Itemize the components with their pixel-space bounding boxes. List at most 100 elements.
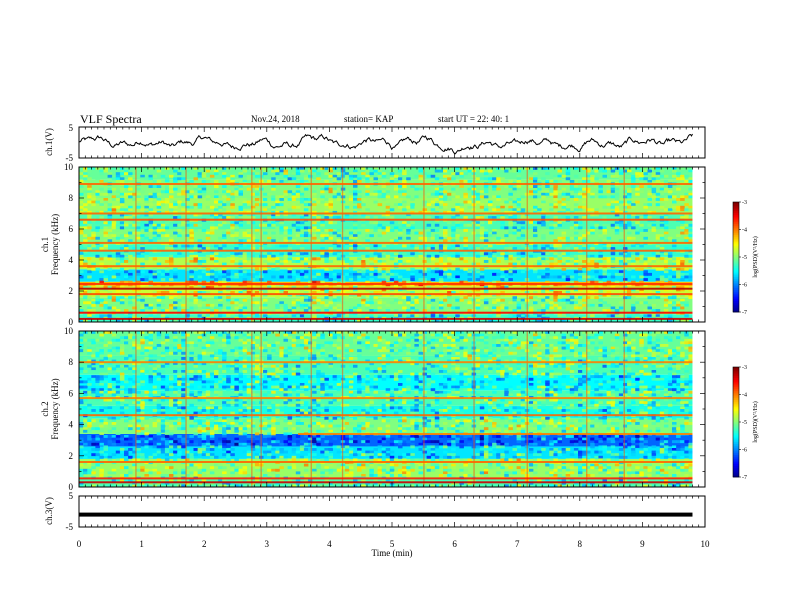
spectrogram-cell (275, 200, 280, 204)
spectrogram-cell (254, 179, 260, 183)
spectrogram-cell (541, 177, 546, 181)
spectrogram-cell (414, 231, 419, 235)
spectrogram-cell (279, 270, 284, 274)
spectrogram-cell (95, 344, 100, 347)
spectrogram-cell (95, 314, 100, 318)
spectrogram-cell (242, 288, 248, 292)
spectrogram-cell (512, 301, 517, 305)
spectrogram-cell (647, 303, 652, 307)
spectrogram-cell (475, 216, 481, 219)
spectrogram-cell (193, 301, 198, 305)
spectrogram-cell (107, 362, 113, 366)
spectrogram-cell (164, 179, 170, 183)
spectrogram-cell (169, 239, 174, 243)
spectrogram-cell (95, 236, 100, 240)
spectrogram-cell (623, 254, 628, 258)
spectrogram-cell (385, 213, 391, 217)
spectrogram-cell (381, 231, 387, 235)
spectrogram-cell (627, 252, 632, 256)
spectrogram-cell (119, 172, 125, 176)
spectrogram-cell (283, 172, 288, 176)
spectrogram-cell (316, 200, 321, 204)
spectrogram-cell (455, 247, 460, 250)
spectrogram-cell (573, 203, 579, 207)
spectrogram-cell (635, 291, 640, 294)
spectrogram-cell (324, 260, 329, 263)
spectrogram-cell (676, 275, 681, 279)
spectrogram-cell (91, 390, 96, 394)
spectrogram-cell (586, 275, 591, 279)
spectrogram-cell (140, 367, 145, 371)
spectrogram-cell (496, 208, 501, 212)
spectrogram-cell (438, 280, 444, 284)
spectrogram-cell (369, 298, 374, 302)
spectrogram-cell (124, 252, 129, 256)
spectrogram-cell (447, 192, 452, 196)
spectrogram-cell (463, 244, 468, 248)
spectrogram-cell (606, 244, 612, 248)
spectrogram-cell (504, 285, 509, 289)
spectrogram-cell (627, 185, 632, 188)
spectrogram-cell (508, 223, 513, 227)
spectrogram-cell (99, 474, 104, 477)
spectrogram-cell (119, 226, 125, 230)
spectrogram-cell (299, 306, 305, 310)
spectrogram-cell (95, 338, 100, 342)
spectrogram-cell (528, 185, 534, 188)
spectrogram-cell (332, 190, 338, 194)
spectrogram-cell (504, 210, 509, 214)
ch1-waveform-ylabel: ch.1(V) (44, 128, 54, 156)
spectrogram-cell (598, 190, 603, 194)
spectrogram-cell (618, 200, 624, 204)
spectrogram-cell (246, 187, 252, 191)
spectrogram-cell (115, 401, 121, 405)
spectrogram-cell (344, 236, 350, 240)
spectrogram-cell (83, 200, 88, 204)
spectrogram-cell (643, 177, 648, 181)
spectrogram-cell (430, 200, 436, 204)
spectrogram-cell (655, 172, 661, 176)
spectrogram-cell (553, 303, 558, 307)
spectrogram-cell (406, 231, 411, 235)
spectrogram-cell (455, 179, 460, 183)
spectrogram-cell (140, 338, 145, 342)
spectrogram-cell (610, 309, 616, 312)
spectrogram-cell (291, 298, 297, 302)
spectrogram-cell (267, 216, 272, 219)
spectrogram-cell (115, 262, 121, 266)
spectrogram-cell (377, 192, 383, 196)
spectrogram-cell (144, 257, 149, 261)
spectrogram-cell (324, 267, 329, 271)
spectrogram-cell (414, 205, 419, 209)
spectrogram-cell (651, 195, 657, 199)
spectrogram-cell (230, 203, 235, 207)
spectrogram-cell (488, 216, 493, 219)
spectrogram-cell (651, 296, 657, 300)
spectrogram-cell (87, 388, 92, 392)
spectrogram-cell (680, 306, 685, 310)
spectrogram-cell (672, 247, 677, 250)
spectrogram-cell (537, 272, 542, 276)
spectrogram-cell (438, 205, 444, 209)
spectrogram-cell (111, 198, 117, 201)
spectrogram-cell (598, 231, 603, 235)
spectrogram-cell (508, 229, 513, 232)
spectrogram-cell (393, 185, 399, 188)
spectrogram-cell (189, 234, 194, 238)
spectrogram-cell (205, 195, 211, 199)
spectrogram-cell (234, 234, 239, 238)
spectrogram-cell (623, 223, 628, 227)
spectrogram-cell (312, 262, 317, 266)
spectrogram-cell (385, 291, 391, 294)
spectrogram-cell (488, 314, 493, 318)
spectrogram-cell (136, 239, 141, 243)
spectrogram-cell (246, 291, 252, 294)
spectrogram-cell (303, 291, 309, 294)
spectrogram-cell (87, 306, 92, 310)
spectrogram-cell (140, 416, 145, 420)
spectrogram-cell (103, 403, 108, 407)
spectrogram-cell (324, 254, 329, 258)
spectrogram-cell (357, 303, 362, 307)
spectrogram-cell (492, 221, 497, 225)
spectrogram-cell (124, 453, 129, 457)
